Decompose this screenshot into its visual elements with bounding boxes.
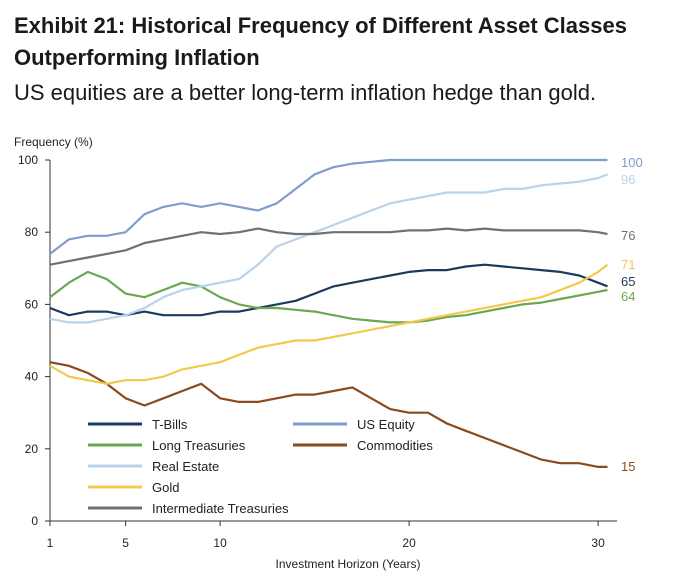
legend-label-real-estate: Real Estate <box>152 459 219 474</box>
legend-label-gold: Gold <box>152 480 179 495</box>
end-labels: 65 100 64 15 96 71 76 <box>621 155 643 474</box>
series-line-intermediate-treasuries <box>49 227 608 266</box>
y-tick-label: 80 <box>25 225 39 239</box>
x-axis-label: Investment Horizon (Years) <box>276 557 421 571</box>
series-line-us-equity <box>49 158 608 255</box>
series-line-real-estate <box>49 173 608 324</box>
x-tick-label: 10 <box>213 536 227 550</box>
end-label-long-treasuries: 64 <box>621 289 635 304</box>
end-label-t-bills: 65 <box>621 274 635 289</box>
legend-label-intermediate-treasuries: Intermediate Treasuries <box>152 501 289 516</box>
x-tick-label: 5 <box>122 536 129 550</box>
y-tick-label: 100 <box>18 153 38 167</box>
series-lines <box>49 158 609 468</box>
y-tick-label: 60 <box>25 297 39 311</box>
y-axis-label: Frequency (%) <box>14 135 93 149</box>
chart-title: Exhibit 21: Historical Frequency of Diff… <box>14 13 627 70</box>
y-tick-label: 40 <box>25 370 39 384</box>
legend-label-commodities: Commodities <box>357 438 433 453</box>
end-label-real-estate: 96 <box>621 172 635 187</box>
series-line-commodities <box>49 361 608 468</box>
legend-label-t-bills: T-Bills <box>152 417 188 432</box>
series-line-t-bills <box>49 263 608 317</box>
y-tick-label: 20 <box>25 442 39 456</box>
chart-subtitle: US equities are a better long-term infla… <box>14 80 597 105</box>
series-line-long-treasuries <box>49 270 608 324</box>
series-line-gold <box>49 263 609 385</box>
end-label-us-equity: 100 <box>621 155 643 170</box>
x-tick-label: 30 <box>591 536 605 550</box>
end-label-intermediate-treasuries: 76 <box>621 228 635 243</box>
legend: T-Bills US Equity Long Treasuries Commoditi… <box>88 417 433 516</box>
end-label-commodities: 15 <box>621 459 635 474</box>
legend-label-long-treasuries: Long Treasuries <box>152 438 246 453</box>
y-tick-label: 0 <box>31 514 38 528</box>
legend-label-us-equity: US Equity <box>357 417 415 432</box>
end-label-gold: 71 <box>621 257 635 272</box>
axes: 0 20 40 60 80 100 1 5 10 20 30 <box>18 153 617 550</box>
x-tick-label: 1 <box>47 536 54 550</box>
x-tick-label: 20 <box>402 536 416 550</box>
